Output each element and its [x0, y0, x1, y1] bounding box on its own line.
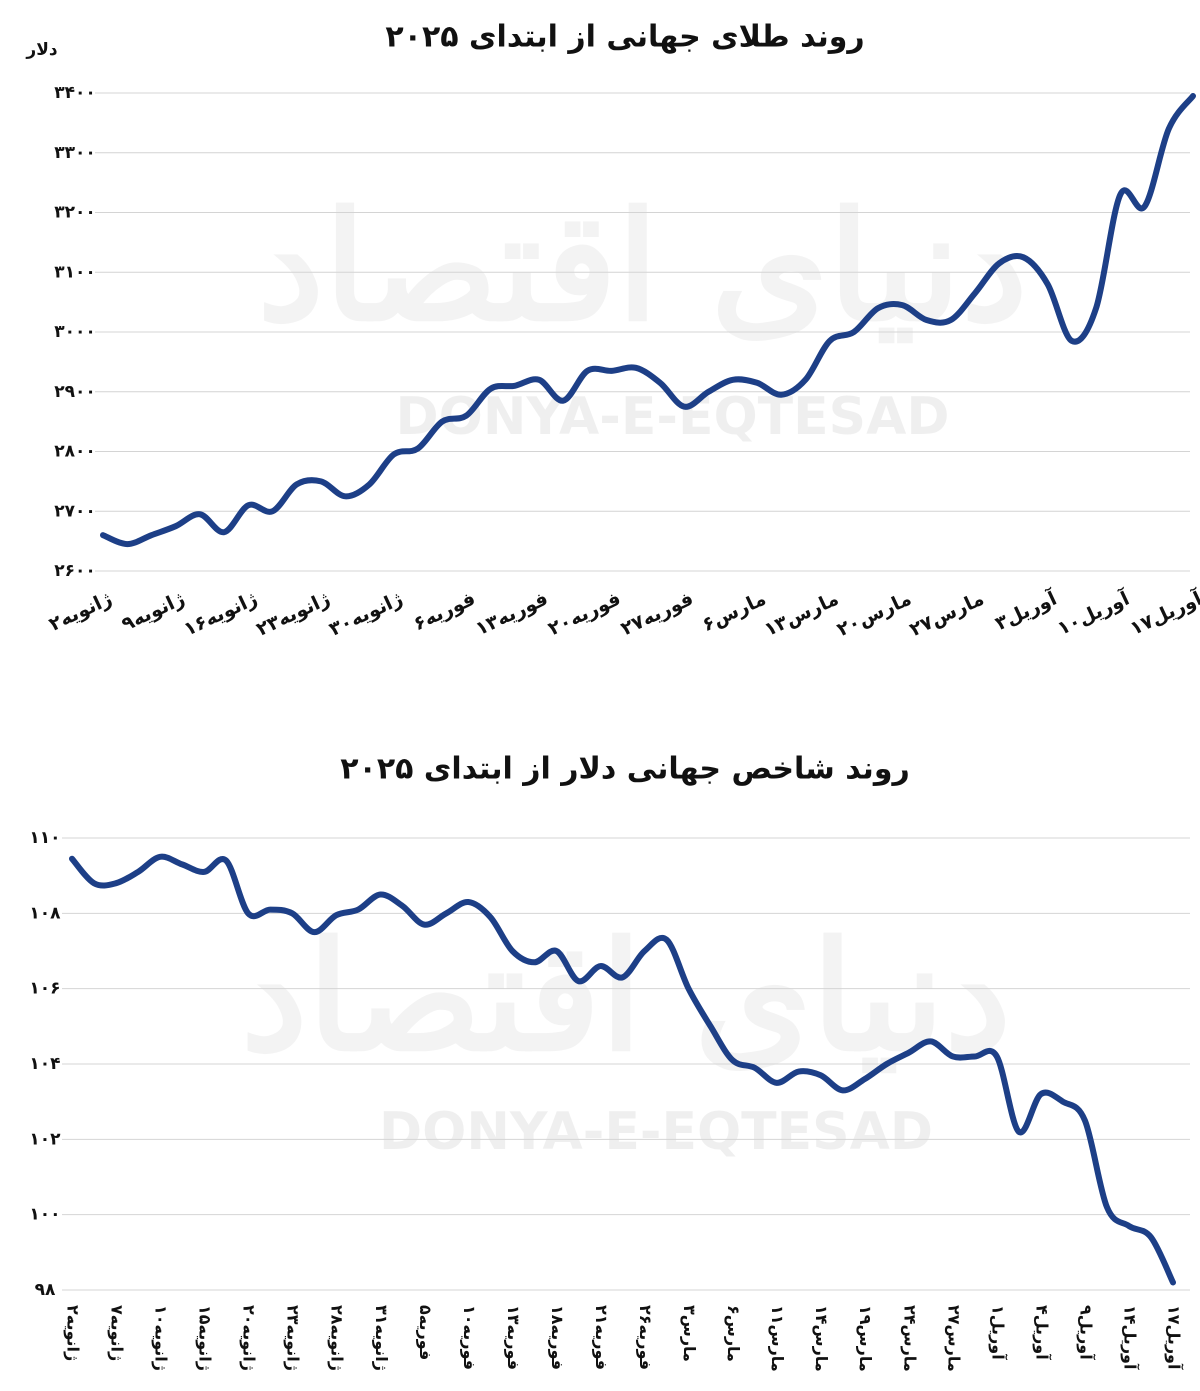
x-tick-label: ۷ژانویه — [108, 1305, 127, 1361]
x-tick-label: ۶مارس — [724, 1305, 743, 1362]
y-tick-label: ۲۶۰۰ — [54, 561, 96, 581]
x-tick-label: ۱۰آوریل — [1053, 586, 1133, 640]
chart-title: روند شاخص جهانی دلار از ابتدای ۲۰۲۵ — [340, 752, 910, 787]
x-tick-label: ۲ژانویه — [64, 1305, 83, 1361]
y-tick-label: ۲۹۰۰ — [54, 382, 96, 402]
x-tick-label: ۲۳ژانویه — [284, 1305, 303, 1371]
y-tick-label: ۱۰۲ — [29, 1129, 61, 1149]
x-tick-label: ۱۹مارس — [856, 1305, 875, 1372]
y-tick-label: ۳۰۰۰ — [54, 322, 96, 342]
x-tick-label: ۱۰فوریه — [460, 1305, 479, 1370]
y-axis-label: دلار — [25, 40, 57, 60]
y-tick-label: ۹۸ — [35, 1280, 56, 1300]
x-tick-label: ۵فوریه — [416, 1305, 435, 1360]
x-tick-label: ۲۰فوریه — [545, 588, 624, 641]
y-tick-label: ۱۰۶ — [29, 979, 60, 999]
y-tick-label: ۳۲۰۰ — [54, 203, 96, 223]
data-line — [100, 92, 1196, 548]
x-tick-label: ۱۶ژانویه — [180, 588, 260, 641]
x-tick-label: ۲۸ژانویه — [328, 1305, 347, 1371]
y-tick-label: ۳۱۰۰ — [54, 262, 96, 282]
x-tick-label: ۱۷آوریل — [1165, 1305, 1185, 1370]
x-tick-label: ۱۳فوریه — [472, 588, 551, 641]
x-tick-label: ۱۴مارس — [812, 1305, 831, 1372]
y-tick-label: ۱۰۰ — [29, 1205, 60, 1225]
x-tick-label: ۱۳مارس — [761, 588, 842, 641]
x-tick-label: ۳مارس — [680, 1305, 699, 1362]
x-tick-label: ۱۱مارس — [768, 1305, 787, 1372]
y-tick-label: ۱۱۰ — [29, 828, 60, 848]
x-tick-label: ۲ژانویه — [46, 588, 116, 636]
y-tick-label: ۱۰۸ — [29, 903, 61, 923]
x-tick-label: ۶مارس — [699, 588, 770, 637]
watermark: دنیای اقتصاد — [257, 179, 1027, 355]
y-tick-label: ۱۰۴ — [29, 1054, 60, 1074]
x-tick-label: ۳۱ژانویه — [372, 1305, 391, 1371]
y-tick-label: ۳۴۰۰ — [54, 83, 96, 103]
x-tick-label: ۴آوریل — [1032, 1305, 1052, 1360]
x-tick-label: ۳۰ژانویه — [326, 588, 406, 641]
watermark: DONYA-E-EQTESAD — [379, 1102, 933, 1162]
x-tick-label: ۲۴مارس — [900, 1305, 919, 1372]
x-tick-label: ۱۷آوریل — [1126, 586, 1200, 640]
x-tick-label: ۹آوریل — [1076, 1305, 1096, 1360]
x-tick-label: ۲۳ژانویه — [253, 588, 333, 641]
x-tick-label: ۳آوریل — [991, 586, 1060, 635]
x-tick-label: ۹ژانویه — [118, 588, 188, 636]
x-tick-label: ۱آوریل — [988, 1305, 1008, 1360]
y-tick-label: ۳۳۰۰ — [54, 143, 96, 163]
watermark: دنیای اقتصاد — [241, 909, 1011, 1085]
chart: دنیای اقتصاد DONYA-E-EQTESAD روند شاخص جها… — [29, 752, 1190, 1372]
y-tick-label: ۲۸۰۰ — [54, 442, 96, 462]
x-tick-label: ۲۱فوریه — [592, 1305, 611, 1370]
x-tick-label: ۲۷مارس — [944, 1305, 963, 1372]
x-tick-label: ۲۷مارس — [906, 588, 987, 641]
x-tick-label: ۱۸فوریه — [548, 1305, 567, 1370]
x-tick-label: ۲۰ژانویه — [240, 1305, 259, 1371]
x-tick-label: ۶فوریه — [410, 588, 479, 636]
y-tick-label: ۲۷۰۰ — [54, 501, 96, 521]
x-tick-label: ۱۴آوریل — [1120, 1305, 1140, 1370]
x-tick-label: ۲۶فوریه — [636, 1305, 655, 1370]
x-tick-label: ۱۳فوریه — [504, 1305, 523, 1370]
data-line — [69, 853, 1176, 1286]
x-tick-label: ۱۵ژانویه — [196, 1305, 215, 1371]
x-tick-label: ۱۰ژانویه — [152, 1305, 171, 1371]
x-tick-label: ۲۷فوریه — [618, 588, 697, 641]
chart-title: روند طلای جهانی از ابتدای ۲۰۲۵ — [385, 20, 864, 55]
x-tick-label: ۲۰مارس — [834, 588, 915, 641]
